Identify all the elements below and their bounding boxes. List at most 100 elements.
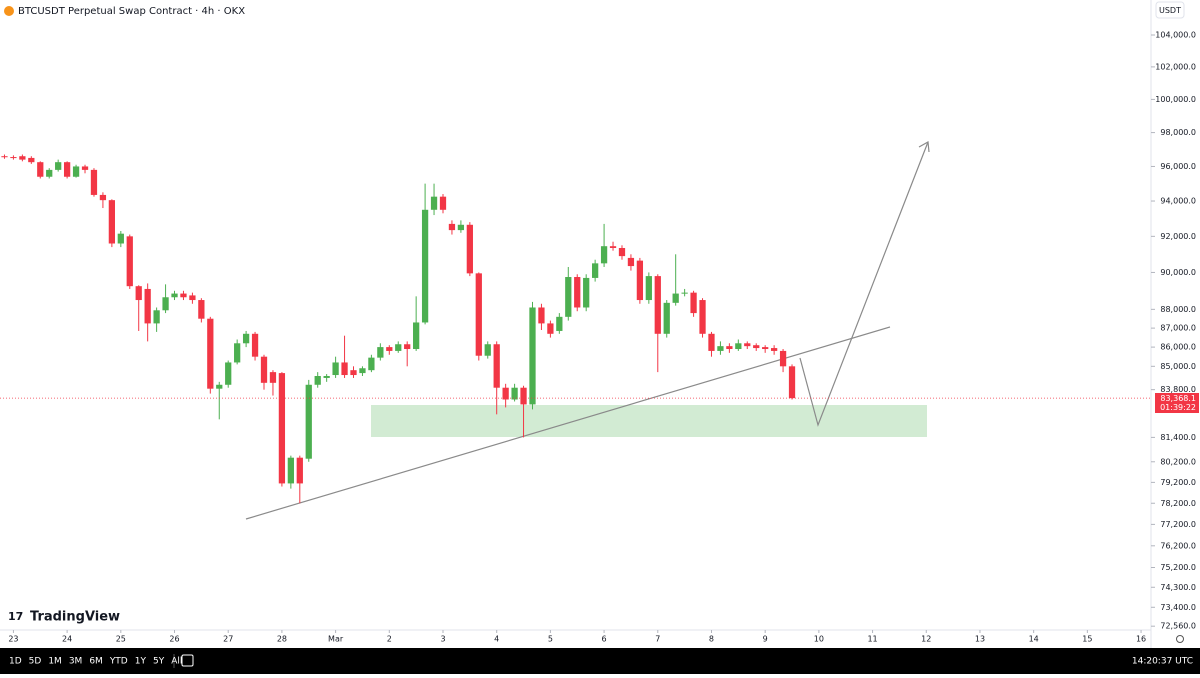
- x-tick-label: 24: [62, 635, 72, 644]
- candle-body: [10, 157, 17, 159]
- projection-path: [799, 141, 929, 427]
- candle-body: [484, 344, 491, 356]
- x-tick-label: Mar: [328, 635, 344, 644]
- candle-body: [511, 387, 518, 400]
- support-zone: [371, 405, 927, 437]
- candle-body: [63, 162, 71, 177]
- settings-icon[interactable]: [1176, 635, 1184, 643]
- candle-body: [189, 295, 196, 301]
- candle-body: [234, 343, 241, 363]
- candle-body: [386, 347, 393, 351]
- candle-body: [37, 162, 44, 177]
- x-tick-label: 23: [8, 635, 18, 644]
- y-tick-label: 98,000.0: [1160, 128, 1196, 137]
- x-tick-label: 25: [116, 635, 126, 644]
- y-tick-label: 96,000.0: [1160, 162, 1196, 171]
- candle-body: [81, 166, 89, 170]
- candle-body: [153, 310, 160, 324]
- y-tick-label: 100,000.0: [1155, 95, 1196, 104]
- y-tick-label: 74,300.0: [1160, 583, 1196, 592]
- candle-body: [305, 384, 312, 459]
- countdown: 01:39:22: [1160, 403, 1196, 412]
- candle-body: [708, 333, 715, 351]
- candle-body: [592, 263, 599, 278]
- candle-body: [242, 333, 250, 344]
- candle-body: [529, 307, 536, 405]
- candle-body: [216, 384, 223, 389]
- y-tick-label: 102,000.0: [1155, 62, 1196, 71]
- candle-body: [207, 318, 214, 389]
- candle-body: [1, 156, 8, 158]
- candle-body: [19, 156, 26, 160]
- candle-body: [645, 276, 652, 301]
- candle-body: [296, 457, 303, 484]
- x-tick-label: 28: [277, 635, 287, 644]
- symbol-icon: [4, 6, 14, 16]
- currency-label[interactable]: USDT: [1159, 6, 1181, 15]
- y-tick-label: 94,000.0: [1160, 197, 1196, 206]
- candle-body: [690, 292, 697, 314]
- y-tick-label: 72,560.0: [1160, 622, 1196, 631]
- candle-body: [583, 277, 590, 308]
- y-tick-label: 80,200.0: [1160, 457, 1196, 466]
- candles: [0, 154, 1150, 504]
- toolbar: [0, 648, 1200, 674]
- range-button[interactable]: YTD: [109, 657, 128, 667]
- x-tick-label: 13: [975, 635, 985, 644]
- range-buttons: 1D 5D 1M 3M 6M YTD 1Y 5Y All: [9, 657, 182, 667]
- x-tick-label: 4: [494, 635, 499, 644]
- currency-button[interactable]: [1155, 1, 1185, 19]
- candle-body: [609, 246, 617, 248]
- y-tick-label: 75,200.0: [1160, 563, 1196, 572]
- y-tick-label: 87,000.0: [1160, 324, 1196, 333]
- x-tick-label: 9: [763, 635, 768, 644]
- brand: TradingView: [30, 610, 120, 625]
- candle-body: [251, 333, 259, 357]
- y-tick-label: 85,000.0: [1160, 362, 1196, 371]
- last-price-label: 83,368.1: [1160, 394, 1196, 403]
- candle-body: [520, 387, 527, 405]
- range-button[interactable]: 1M: [48, 657, 62, 667]
- candle-body: [395, 344, 402, 351]
- range-button[interactable]: 3M: [69, 657, 83, 667]
- y-tick-label: 104,000.0: [1155, 30, 1196, 39]
- candle-body: [99, 194, 107, 201]
- clock: 14:20:37 UTC: [1132, 657, 1193, 667]
- candle-body: [377, 347, 384, 358]
- candle-body: [135, 286, 142, 301]
- y-tick-label: 76,200.0: [1160, 541, 1196, 550]
- candle-body: [636, 260, 644, 301]
- candle-body: [117, 233, 124, 244]
- candle-body: [681, 292, 688, 294]
- candle-body: [448, 223, 456, 231]
- candle-body: [269, 372, 277, 383]
- candle-body: [672, 293, 679, 303]
- range-button[interactable]: All: [171, 657, 182, 667]
- y-tick-label: 73,400.0: [1160, 603, 1196, 612]
- range-button[interactable]: 1Y: [135, 657, 147, 667]
- candle-body: [565, 277, 572, 317]
- candle-body: [744, 343, 751, 347]
- candle-body: [260, 356, 268, 383]
- candle-body: [413, 322, 420, 350]
- candle-body: [341, 362, 348, 376]
- x-tick-label: 3: [440, 635, 445, 644]
- date-range-icon[interactable]: [181, 654, 194, 667]
- chart-title: BTCUSDT Perpetual Swap Contract · 4h · O…: [18, 6, 245, 17]
- range-button[interactable]: 5Y: [153, 657, 165, 667]
- x-tick-label: 10: [814, 635, 824, 644]
- candle-body: [547, 323, 554, 334]
- logo-mark: 𝟭7: [8, 610, 23, 623]
- y-tick-label: 83,800.0: [1160, 385, 1196, 394]
- candle-body: [753, 345, 760, 349]
- candle-body: [198, 300, 205, 319]
- candle-body: [556, 316, 563, 331]
- range-button[interactable]: 6M: [89, 657, 103, 667]
- range-button[interactable]: 1D: [9, 657, 22, 667]
- range-button[interactable]: 5D: [29, 657, 42, 667]
- candle-body: [600, 246, 608, 264]
- x-tick-label: 26: [169, 635, 179, 644]
- candle-body: [108, 200, 115, 244]
